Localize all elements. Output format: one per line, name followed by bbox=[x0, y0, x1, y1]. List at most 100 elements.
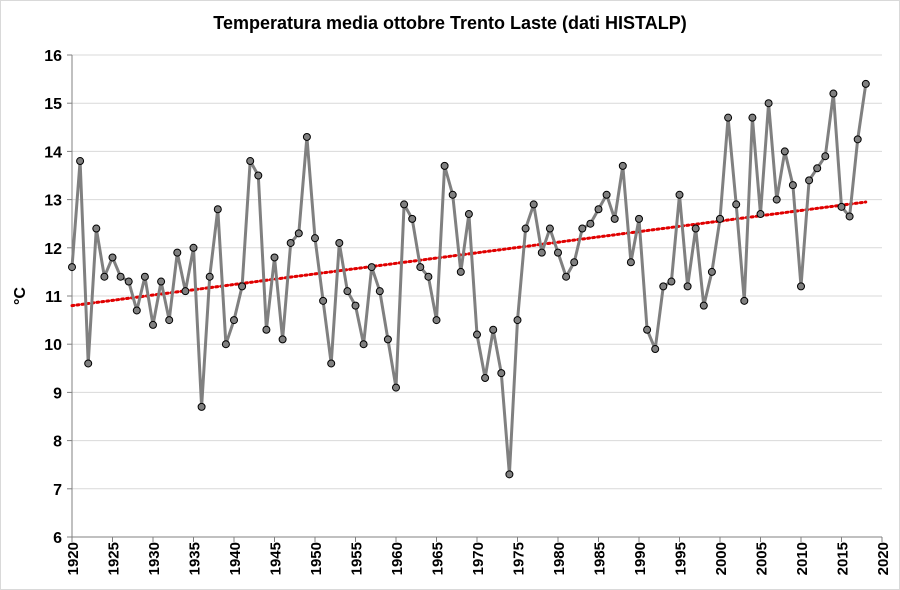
data-point bbox=[456, 267, 465, 276]
data-point bbox=[529, 200, 538, 209]
data-point bbox=[335, 238, 344, 247]
data-point bbox=[626, 258, 635, 267]
data-point bbox=[302, 132, 311, 141]
data-point bbox=[359, 340, 368, 349]
data-point bbox=[157, 277, 166, 286]
x-tick-label: 1985 bbox=[592, 542, 609, 575]
trend-line bbox=[70, 200, 868, 308]
data-point bbox=[545, 224, 554, 233]
data-point bbox=[92, 224, 101, 233]
data-point bbox=[788, 181, 797, 190]
axes bbox=[67, 54, 883, 542]
data-point bbox=[513, 316, 522, 325]
x-tick-label: 2005 bbox=[754, 542, 771, 575]
data-point bbox=[205, 272, 214, 281]
x-tick-label: 1960 bbox=[389, 542, 406, 575]
data-point bbox=[197, 402, 206, 411]
data-point bbox=[116, 272, 125, 281]
data-point bbox=[497, 369, 506, 378]
data-point bbox=[416, 263, 425, 272]
data-point bbox=[643, 325, 652, 334]
y-tick-label: 7 bbox=[53, 482, 62, 499]
data-point bbox=[254, 171, 263, 180]
data-point bbox=[448, 190, 457, 199]
series-group bbox=[70, 83, 868, 476]
grid-lines bbox=[72, 54, 882, 490]
data-point bbox=[691, 224, 700, 233]
data-point bbox=[311, 234, 319, 243]
data-point bbox=[716, 214, 724, 223]
y-tick-label: 12 bbox=[44, 241, 62, 258]
data-point bbox=[780, 147, 789, 156]
data-point bbox=[278, 335, 287, 344]
data-point bbox=[286, 238, 295, 247]
data-point bbox=[408, 214, 417, 223]
data-point bbox=[464, 210, 473, 219]
data-point bbox=[675, 190, 684, 199]
data-point bbox=[367, 263, 376, 272]
data-point bbox=[845, 212, 854, 221]
data-point bbox=[165, 316, 174, 325]
x-tick-label: 1995 bbox=[673, 542, 690, 575]
x-tick-label: 2015 bbox=[835, 542, 852, 575]
data-point bbox=[756, 210, 765, 219]
data-point bbox=[149, 320, 157, 329]
data-point bbox=[189, 243, 198, 252]
data-point bbox=[651, 345, 660, 354]
data-point bbox=[108, 253, 117, 262]
data-point bbox=[602, 190, 611, 199]
x-tick-label: 1935 bbox=[187, 542, 204, 575]
data-point bbox=[837, 202, 846, 211]
tick-labels: 6 7 8 9 10 11 12 13 14 15 16 1920 1925 1930 1935 1940 19… bbox=[44, 48, 892, 575]
y-tick-label: 11 bbox=[45, 289, 62, 306]
data-point bbox=[853, 135, 862, 144]
y-tick-label: 10 bbox=[44, 337, 62, 354]
data-point bbox=[489, 325, 498, 334]
y-axis-label: °C bbox=[12, 287, 29, 305]
data-point bbox=[230, 316, 238, 325]
x-tick-label: 1950 bbox=[308, 542, 325, 575]
data-point bbox=[610, 214, 619, 223]
y-tick-label: 13 bbox=[44, 193, 62, 210]
data-point bbox=[618, 161, 627, 170]
data-point bbox=[270, 253, 279, 262]
data-point bbox=[578, 224, 587, 233]
data-point bbox=[327, 359, 336, 368]
data-point bbox=[76, 157, 85, 166]
data-point bbox=[424, 272, 433, 281]
y-tick-label: 16 bbox=[44, 48, 62, 65]
data-point bbox=[173, 248, 182, 257]
y-tick-label: 9 bbox=[53, 385, 62, 402]
x-tick-label: 1940 bbox=[227, 542, 244, 575]
data-point bbox=[351, 301, 360, 310]
data-point bbox=[821, 152, 830, 161]
data-point bbox=[586, 219, 595, 228]
data-point bbox=[659, 282, 668, 291]
y-tick-label: 14 bbox=[44, 144, 62, 161]
data-point bbox=[683, 282, 692, 291]
data-point bbox=[140, 272, 149, 281]
data-point bbox=[246, 157, 255, 166]
marker-group bbox=[68, 79, 870, 479]
data-point bbox=[400, 200, 409, 209]
data-point bbox=[238, 282, 247, 291]
data-point bbox=[707, 267, 716, 276]
data-point bbox=[562, 272, 571, 281]
trend-line-group bbox=[70, 200, 868, 308]
data-point bbox=[748, 113, 757, 122]
x-tick-label: 2020 bbox=[875, 542, 892, 575]
y-tick-label: 8 bbox=[53, 434, 62, 451]
data-point bbox=[861, 79, 870, 88]
data-point bbox=[100, 272, 109, 281]
data-point bbox=[68, 263, 76, 272]
data-point bbox=[667, 277, 676, 286]
data-point bbox=[343, 287, 352, 296]
data-point bbox=[262, 325, 271, 334]
data-point bbox=[521, 224, 530, 233]
x-tick-label: 1975 bbox=[511, 542, 528, 575]
x-tick-label: 1990 bbox=[632, 542, 649, 575]
y-tick-label: 6 bbox=[53, 530, 62, 547]
x-tick-label: 1980 bbox=[551, 542, 568, 575]
data-point bbox=[481, 373, 490, 382]
